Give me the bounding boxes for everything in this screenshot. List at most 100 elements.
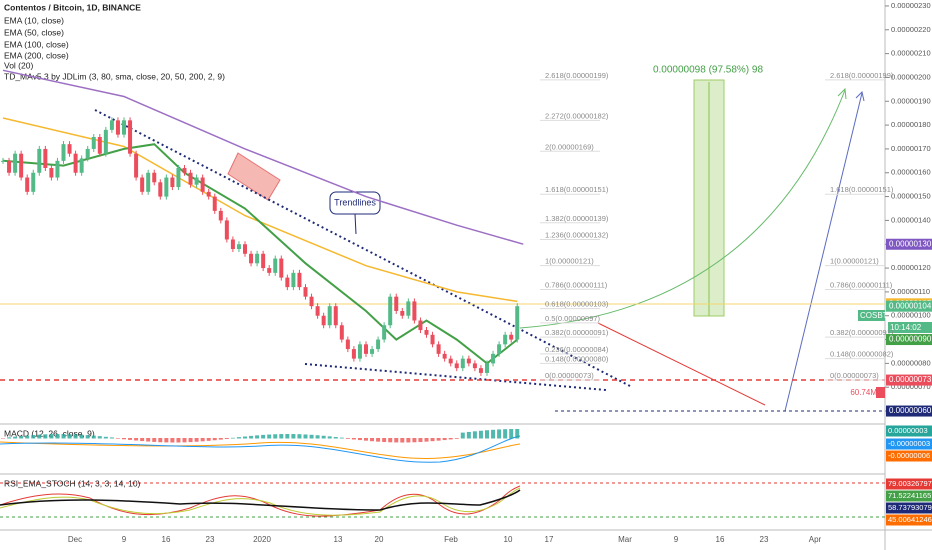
candle — [55, 160, 60, 178]
fib-label: 1.618(0.00000151) — [830, 185, 894, 194]
candle — [364, 344, 368, 354]
candle — [164, 177, 169, 197]
macd-histogram — [7, 437, 12, 439]
fib-label: 1.236(0.00000132) — [545, 230, 609, 239]
rsi-stoch-d — [0, 487, 521, 516]
candle — [339, 325, 344, 340]
candle — [182, 167, 187, 173]
pane-badge — [886, 438, 932, 450]
x-tick-label: 20 — [375, 535, 384, 544]
pane-badge — [886, 478, 932, 490]
ema-line — [2, 143, 518, 365]
target-label: 0.00000098 (97.58%) 98 — [653, 65, 764, 76]
x-tick-label: Feb — [444, 535, 458, 544]
candle — [31, 172, 36, 192]
candle — [424, 330, 429, 335]
macd-histogram — [152, 438, 157, 442]
macd-histogram — [509, 429, 514, 439]
candle — [309, 296, 314, 307]
macd-histogram — [327, 436, 332, 439]
macd-histogram — [176, 438, 181, 443]
macd-signal — [0, 441, 521, 459]
macd-histogram — [194, 438, 199, 442]
candle — [1, 160, 5, 162]
fib-label: 0.786(0.00000111) — [830, 280, 893, 289]
candle — [351, 349, 356, 359]
macd-histogram — [321, 435, 326, 439]
candle — [128, 120, 133, 154]
y-tick-label: 0.00000140 — [891, 215, 931, 224]
macd-histogram — [345, 438, 350, 439]
fib-label: 0.148(0.00000080) — [545, 354, 609, 363]
macd-histogram — [303, 434, 308, 439]
macd-histogram — [212, 438, 217, 441]
candle — [297, 272, 302, 288]
pane-badge-label: 71.52241165 — [888, 491, 931, 500]
macd-histogram — [188, 438, 193, 443]
candle — [345, 339, 350, 350]
candle — [430, 334, 435, 345]
legend-entry: TD_MAv5.3 by JDLim (3, 80, sma, close, 2… — [4, 71, 225, 81]
candle — [327, 306, 332, 326]
pane-title: MACD (12, 26, close, 9) — [4, 428, 95, 438]
candle — [236, 244, 241, 250]
macd-histogram — [388, 438, 393, 443]
trendline — [304, 363, 607, 391]
macd-histogram — [218, 438, 223, 440]
fib-label: 0.382(0.00000091) — [545, 328, 609, 337]
candle — [61, 144, 66, 161]
macd-histogram — [370, 438, 375, 442]
candle — [376, 339, 381, 350]
down-arrow — [597, 322, 766, 406]
macd-histogram — [97, 436, 102, 439]
price-badge — [886, 374, 932, 386]
chart-title: Contentos / Bitcoin, 1D, BINANCE — [4, 2, 141, 12]
macd-histogram — [364, 438, 368, 441]
fib-label: 1.618(0.00000151) — [545, 185, 609, 194]
candle — [140, 177, 145, 192]
legend-entry: EMA (100, close) — [4, 39, 69, 49]
candle — [485, 363, 489, 373]
macd-histogram — [436, 438, 441, 441]
macd-histogram — [79, 434, 84, 439]
candle — [321, 315, 326, 326]
candle — [261, 253, 266, 269]
fib-label: 0.148(0.00000082) — [830, 350, 894, 359]
x-tick-label: Apr — [809, 535, 822, 544]
candle — [491, 353, 496, 364]
legend-entry: EMA (50, close) — [4, 27, 64, 37]
ema-line — [2, 117, 518, 303]
candle — [170, 177, 175, 188]
macd-histogram — [85, 435, 90, 439]
candle — [412, 301, 417, 321]
macd-histogram — [140, 438, 145, 442]
macd-histogram — [255, 435, 260, 439]
candle — [418, 320, 423, 331]
candle — [406, 301, 411, 316]
macd-histogram — [291, 434, 296, 439]
candle — [43, 148, 48, 168]
candle — [188, 172, 193, 185]
candle — [206, 191, 211, 197]
candle — [357, 344, 362, 359]
pane-badge-label: 45.00641246 — [888, 515, 932, 524]
pane-title: RSI_EMA_STOCH (14, 3, 3, 14, 10) — [4, 478, 141, 488]
candle — [249, 253, 254, 264]
macd-histogram — [91, 435, 96, 439]
candle — [315, 306, 320, 316]
x-tick-label: 2020 — [253, 535, 271, 544]
candle — [478, 368, 483, 373]
macd-histogram — [273, 434, 278, 439]
fib-label: 2.272(0.00000182) — [545, 111, 609, 120]
y-tick-label: 0.00000220 — [891, 25, 931, 34]
fib-label: 2.618(0.00000199) — [545, 71, 609, 80]
price-badge-label: 0.00000130 — [889, 239, 932, 248]
candle — [109, 120, 114, 130]
macd-histogram — [164, 438, 169, 443]
macd-histogram — [485, 430, 489, 439]
candle — [382, 325, 387, 340]
macd-histogram — [49, 434, 54, 439]
macd-histogram — [339, 437, 344, 439]
